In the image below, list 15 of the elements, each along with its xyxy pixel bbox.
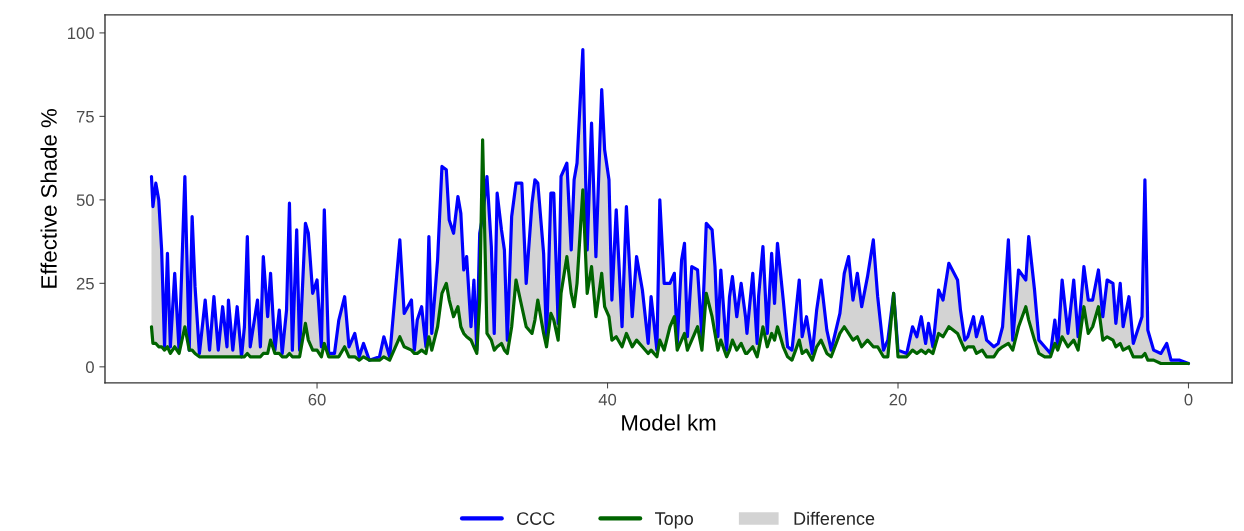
y-tick-label: 75	[76, 110, 94, 123]
legend-label: Topo	[655, 512, 693, 529]
legend-label: Difference	[794, 511, 875, 525]
x-tick-label: 40	[598, 393, 617, 406]
x-axis-title: Model km	[622, 414, 716, 431]
y-tick-label: 100	[68, 27, 94, 40]
y-tick-label: 25	[76, 277, 94, 290]
x-tick-label: 0	[1184, 393, 1193, 406]
legend-label: CCC	[517, 512, 555, 525]
x-tick-label: 60	[308, 393, 326, 406]
line-series	[149, 138, 1191, 366]
y-tick-label: 0	[85, 361, 94, 374]
y-axis-title: Effective Shade %	[40, 109, 57, 288]
y-tick-label: 50	[76, 194, 94, 207]
x-tick-label: 20	[889, 393, 907, 406]
